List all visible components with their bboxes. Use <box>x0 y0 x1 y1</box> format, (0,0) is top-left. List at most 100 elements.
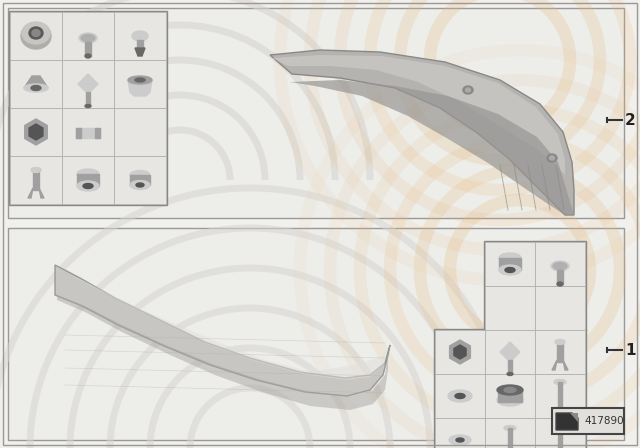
Bar <box>85 42 91 56</box>
Polygon shape <box>552 360 557 370</box>
Ellipse shape <box>29 27 43 39</box>
Ellipse shape <box>32 30 40 36</box>
Bar <box>434 329 586 448</box>
Ellipse shape <box>130 171 150 180</box>
Ellipse shape <box>22 22 50 44</box>
Ellipse shape <box>555 340 565 345</box>
Polygon shape <box>78 74 98 94</box>
Ellipse shape <box>77 169 99 179</box>
Bar <box>130 175 150 185</box>
Bar <box>10 12 62 60</box>
Bar <box>498 390 522 402</box>
Bar <box>484 241 586 331</box>
Bar <box>114 156 166 204</box>
Ellipse shape <box>448 390 472 402</box>
Polygon shape <box>25 119 47 145</box>
Polygon shape <box>55 265 390 396</box>
Polygon shape <box>28 188 33 198</box>
Polygon shape <box>450 340 470 364</box>
Ellipse shape <box>463 86 473 94</box>
Ellipse shape <box>547 154 557 162</box>
Ellipse shape <box>499 265 521 275</box>
Bar <box>508 428 512 448</box>
Ellipse shape <box>465 88 470 92</box>
Bar <box>62 12 114 60</box>
Bar <box>33 170 39 190</box>
Bar <box>535 286 585 330</box>
Ellipse shape <box>85 54 91 58</box>
Ellipse shape <box>550 156 554 160</box>
Bar <box>76 128 81 138</box>
Bar <box>485 418 535 448</box>
Bar <box>499 258 521 270</box>
Ellipse shape <box>557 282 563 286</box>
Bar <box>552 408 624 434</box>
Text: 417890: 417890 <box>584 416 624 426</box>
Ellipse shape <box>85 104 91 108</box>
Bar <box>62 60 114 108</box>
Ellipse shape <box>79 33 97 43</box>
Polygon shape <box>570 413 578 422</box>
Bar <box>535 242 585 286</box>
Ellipse shape <box>497 394 523 406</box>
Ellipse shape <box>130 181 150 190</box>
Bar <box>86 92 90 106</box>
Bar <box>114 60 166 108</box>
Bar <box>535 374 585 418</box>
Polygon shape <box>29 124 43 140</box>
Polygon shape <box>57 295 388 410</box>
Ellipse shape <box>504 426 516 431</box>
Bar <box>95 128 100 138</box>
Ellipse shape <box>132 31 148 41</box>
Bar <box>114 12 166 60</box>
Ellipse shape <box>505 267 515 272</box>
Ellipse shape <box>554 379 566 384</box>
Bar <box>485 374 535 418</box>
Polygon shape <box>272 55 565 175</box>
Ellipse shape <box>135 78 145 82</box>
Bar <box>485 330 535 374</box>
Bar <box>10 60 62 108</box>
Bar <box>557 270 563 284</box>
Bar <box>62 156 114 204</box>
Bar <box>558 382 562 416</box>
Bar <box>114 108 166 156</box>
Bar <box>435 418 485 448</box>
Bar <box>558 424 562 448</box>
Ellipse shape <box>555 422 565 426</box>
Ellipse shape <box>497 385 523 395</box>
Polygon shape <box>270 50 574 215</box>
Ellipse shape <box>449 435 471 445</box>
Ellipse shape <box>504 388 516 392</box>
Polygon shape <box>39 188 44 198</box>
Bar <box>535 418 585 448</box>
Bar <box>10 108 62 156</box>
Polygon shape <box>135 48 145 56</box>
Text: 2: 2 <box>625 112 636 128</box>
Polygon shape <box>128 80 152 96</box>
Polygon shape <box>500 342 520 362</box>
Ellipse shape <box>83 184 93 189</box>
Ellipse shape <box>499 253 521 263</box>
Bar <box>435 374 485 418</box>
Ellipse shape <box>77 181 99 191</box>
Bar <box>8 228 624 440</box>
Ellipse shape <box>24 84 48 92</box>
Bar <box>8 8 624 218</box>
Bar <box>508 360 512 374</box>
Text: 1: 1 <box>625 343 636 358</box>
Polygon shape <box>454 345 466 359</box>
Bar <box>10 156 62 204</box>
Ellipse shape <box>456 438 464 442</box>
Bar <box>485 286 535 330</box>
Bar <box>76 128 100 138</box>
Polygon shape <box>24 76 48 88</box>
Ellipse shape <box>31 168 41 172</box>
Ellipse shape <box>553 263 567 270</box>
Polygon shape <box>563 360 568 370</box>
Ellipse shape <box>21 23 51 49</box>
Bar <box>535 330 585 374</box>
Ellipse shape <box>556 414 564 418</box>
Ellipse shape <box>136 183 144 187</box>
Ellipse shape <box>31 86 41 90</box>
